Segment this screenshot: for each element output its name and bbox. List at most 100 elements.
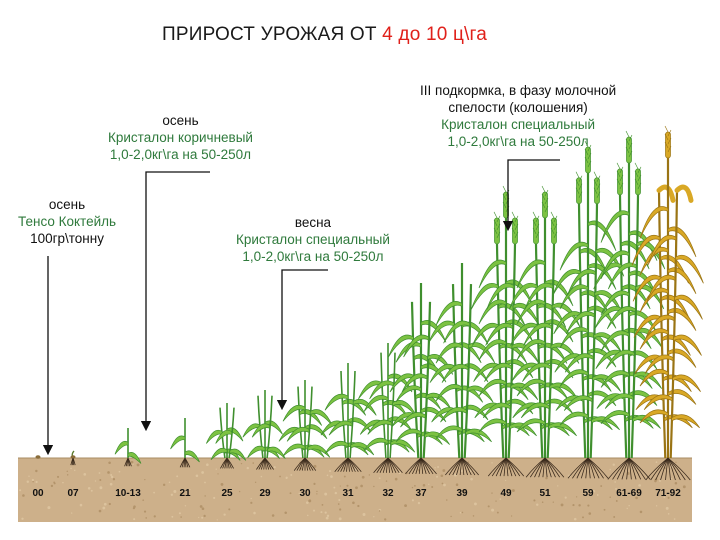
soil-speckle: [133, 518, 136, 521]
plant-leaf: [671, 414, 700, 429]
plant-leaf: [440, 407, 467, 423]
pointer-arrow: [502, 159, 560, 232]
plant-root: [226, 457, 234, 469]
plant-leaf: [587, 348, 617, 368]
soil-speckle: [592, 489, 596, 493]
soil-speckle: [663, 496, 666, 499]
soil-speckle: [615, 500, 618, 502]
soil-speckle: [674, 482, 678, 485]
soil-speckle: [284, 511, 287, 514]
soil-speckle: [98, 472, 101, 474]
soil-speckle: [99, 486, 103, 490]
wheat-awn: [544, 205, 549, 213]
soil-speckle: [576, 496, 578, 498]
wheat-awn: [535, 215, 540, 223]
soil-speckle: [324, 511, 327, 514]
soil-speckle: [338, 517, 342, 521]
plant-stem: [507, 243, 517, 459]
plant-leaf: [401, 373, 428, 393]
wheat-ear: [656, 184, 676, 203]
soil-speckle: [28, 475, 30, 477]
plant-stem: [669, 190, 679, 459]
annotation-autumn-foliar: осень Кристалон коричневый 1,0-2,0кг\га …: [108, 112, 253, 163]
plant-stage: [114, 428, 142, 464]
wheat-awn: [544, 197, 549, 205]
plant-stem: [495, 243, 505, 459]
plant-leaf: [350, 442, 375, 456]
plant-leaf: [667, 226, 697, 258]
wheat-awn: [637, 166, 642, 173]
plant-leaf: [595, 247, 625, 277]
soil-speckle: [87, 487, 91, 490]
wheat-awn: [619, 174, 624, 181]
soil-speckle: [453, 473, 457, 477]
plant-leaf: [347, 417, 372, 433]
wheat-awn: [593, 187, 598, 194]
plant-leaf: [395, 341, 422, 363]
soil-speckle: [253, 511, 256, 515]
plant-leaf: [367, 419, 393, 435]
plant-leaf: [559, 369, 589, 387]
plant-leaf: [484, 362, 512, 382]
annotation-third-feeding: III подкормка, в фазу молочной спелости …: [420, 82, 616, 150]
wheat-awn: [502, 201, 507, 209]
soil-speckle: [204, 481, 206, 484]
plant-leaf: [424, 431, 450, 445]
soil-speckle: [361, 475, 365, 479]
plant-leaf: [363, 437, 389, 452]
wheat-awn: [584, 140, 589, 148]
plant-leaf: [282, 443, 306, 457]
soil-speckle: [618, 494, 620, 496]
wheat-awn: [496, 223, 501, 231]
plant-root: [655, 457, 669, 481]
plant-leaf: [633, 371, 663, 389]
soil-speckle: [667, 496, 670, 499]
soil-speckle: [536, 503, 539, 506]
soil-speckle: [195, 474, 199, 477]
stage-label: 31: [342, 488, 354, 499]
plant-leaf: [522, 362, 551, 382]
annotation-dose: 1,0-2,0кг\га на 50-250л: [242, 249, 384, 264]
plant-leaf: [674, 294, 703, 320]
soil-speckle: [434, 467, 436, 469]
plant-stage: [593, 130, 666, 459]
soil-speckle: [144, 479, 146, 481]
soil-speckle: [662, 491, 664, 493]
wheat-awn: [532, 219, 537, 227]
soil-speckle: [206, 463, 209, 466]
wheat-awn: [616, 178, 621, 185]
soil-speckle: [385, 480, 388, 482]
plant-root: [264, 457, 274, 470]
plant-leaf: [229, 448, 247, 461]
stage-label: 49: [500, 488, 512, 499]
soil-speckle: [541, 501, 544, 503]
plant-stem: [589, 203, 599, 459]
soil-speckle: [238, 490, 241, 493]
soil-speckle: [635, 496, 638, 500]
soil-speckle: [587, 504, 590, 507]
plant-leaf: [478, 418, 507, 433]
soil-speckle: [117, 494, 120, 497]
plant-leaf: [548, 422, 577, 437]
soil-speckle: [615, 488, 617, 490]
soil-speckle: [582, 516, 584, 519]
plant-leaf: [210, 447, 228, 461]
soil-speckle: [373, 485, 375, 488]
wheat-awn: [625, 130, 630, 138]
plant-stem: [297, 386, 304, 459]
soil-speckle: [38, 493, 41, 496]
soil-speckle: [658, 479, 661, 482]
plant-root: [667, 457, 676, 481]
soil-speckle: [170, 493, 174, 496]
plant-leaf: [639, 368, 669, 387]
soil-speckle: [143, 510, 147, 513]
wheat-awn: [511, 211, 516, 219]
wheat-awn: [493, 211, 498, 219]
soil-speckle: [339, 485, 341, 487]
plant-leaf: [465, 428, 492, 443]
soil-speckle: [368, 474, 371, 476]
plant-root: [621, 457, 630, 480]
diagram-title: ПРИРОСТ УРОЖАЯ ОТ 4 до 10 ц\га: [162, 24, 487, 46]
soil-speckle: [394, 477, 398, 481]
soil-speckle: [50, 484, 54, 488]
